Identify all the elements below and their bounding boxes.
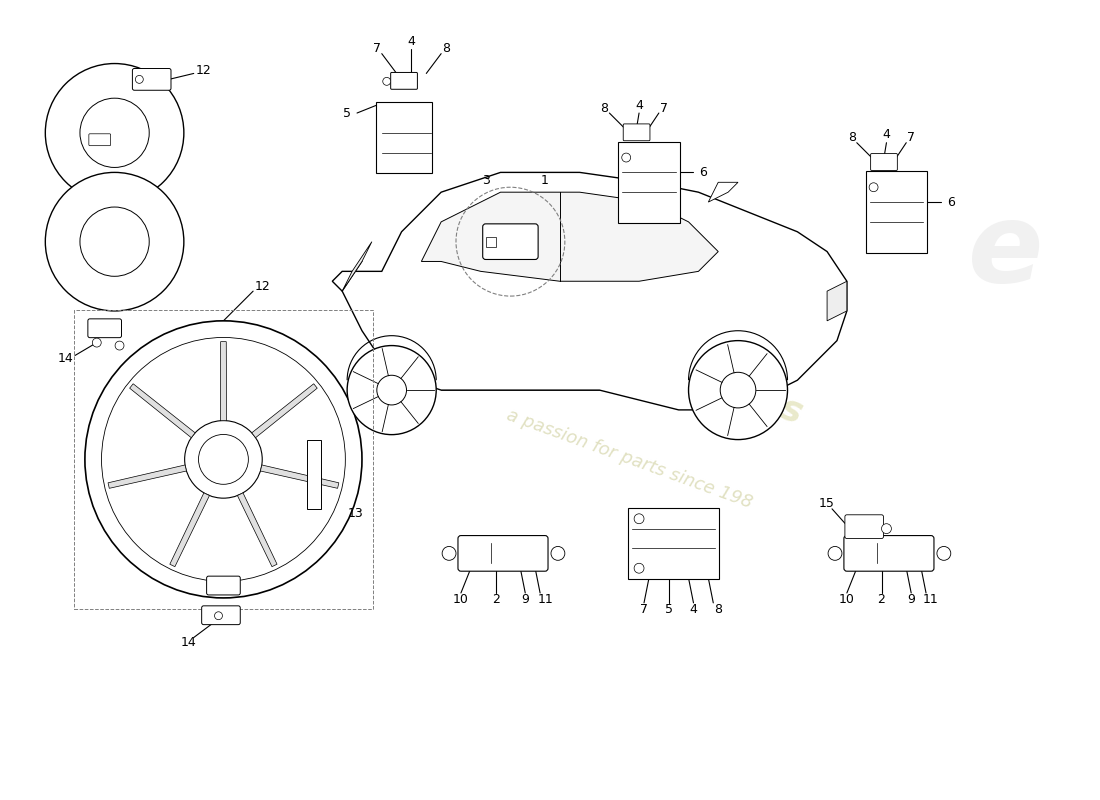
Polygon shape xyxy=(307,439,321,509)
FancyBboxPatch shape xyxy=(844,535,934,571)
Circle shape xyxy=(45,63,184,202)
Circle shape xyxy=(442,546,456,560)
Text: e: e xyxy=(968,198,1043,305)
FancyBboxPatch shape xyxy=(132,69,170,90)
Text: 8: 8 xyxy=(442,42,450,55)
Polygon shape xyxy=(421,192,718,282)
FancyBboxPatch shape xyxy=(201,606,240,625)
Circle shape xyxy=(135,75,143,83)
Polygon shape xyxy=(486,237,496,246)
Polygon shape xyxy=(708,182,738,202)
Text: 4: 4 xyxy=(407,35,416,48)
Circle shape xyxy=(551,546,564,560)
Text: 8: 8 xyxy=(848,131,856,144)
Text: 7: 7 xyxy=(640,603,648,616)
Circle shape xyxy=(937,546,950,560)
Text: 4: 4 xyxy=(690,603,697,616)
FancyBboxPatch shape xyxy=(89,134,111,146)
FancyBboxPatch shape xyxy=(870,154,898,170)
Text: 11: 11 xyxy=(923,594,939,606)
Circle shape xyxy=(185,421,262,498)
Text: 8: 8 xyxy=(601,102,608,114)
FancyBboxPatch shape xyxy=(483,224,538,259)
Text: 2: 2 xyxy=(492,594,499,606)
Circle shape xyxy=(881,524,891,534)
Polygon shape xyxy=(261,465,339,488)
FancyBboxPatch shape xyxy=(88,319,121,338)
Text: 7: 7 xyxy=(908,131,915,144)
FancyBboxPatch shape xyxy=(207,576,240,595)
Circle shape xyxy=(348,346,437,434)
Circle shape xyxy=(101,338,345,582)
Text: 12: 12 xyxy=(196,64,211,77)
FancyBboxPatch shape xyxy=(376,102,432,174)
Circle shape xyxy=(869,182,878,192)
Text: 8: 8 xyxy=(714,603,723,616)
Text: 12: 12 xyxy=(255,280,271,293)
Text: 10: 10 xyxy=(453,594,469,606)
Text: 4: 4 xyxy=(635,98,643,112)
Circle shape xyxy=(383,78,390,86)
Text: 5: 5 xyxy=(343,106,351,119)
Polygon shape xyxy=(220,342,227,421)
Polygon shape xyxy=(108,465,186,488)
Text: 6: 6 xyxy=(947,195,955,209)
Text: 14: 14 xyxy=(180,636,197,649)
Circle shape xyxy=(80,207,150,276)
Text: 7: 7 xyxy=(660,102,668,114)
Circle shape xyxy=(214,612,222,620)
FancyBboxPatch shape xyxy=(628,508,719,579)
Text: 5: 5 xyxy=(664,603,673,616)
FancyBboxPatch shape xyxy=(845,514,883,538)
FancyBboxPatch shape xyxy=(866,171,927,253)
Circle shape xyxy=(85,321,362,598)
Text: 10: 10 xyxy=(839,594,855,606)
Polygon shape xyxy=(130,384,195,438)
Circle shape xyxy=(720,372,756,408)
Text: 7: 7 xyxy=(373,42,381,55)
Text: 6: 6 xyxy=(700,166,707,179)
FancyBboxPatch shape xyxy=(618,142,680,223)
Text: a passion for parts since 198: a passion for parts since 198 xyxy=(504,406,755,512)
Polygon shape xyxy=(827,282,847,321)
Text: 14: 14 xyxy=(57,352,73,365)
Circle shape xyxy=(45,172,184,311)
Text: 15: 15 xyxy=(820,498,835,510)
Circle shape xyxy=(198,434,249,484)
Circle shape xyxy=(92,338,101,347)
Polygon shape xyxy=(332,172,847,410)
Text: 9: 9 xyxy=(908,594,915,606)
Circle shape xyxy=(689,341,788,439)
Text: eurocarparts: eurocarparts xyxy=(549,310,808,431)
FancyBboxPatch shape xyxy=(390,73,417,90)
Text: 13: 13 xyxy=(349,507,364,520)
Polygon shape xyxy=(252,384,317,438)
Text: 1: 1 xyxy=(541,174,549,187)
Polygon shape xyxy=(169,493,209,566)
Circle shape xyxy=(80,98,150,167)
Circle shape xyxy=(634,563,643,573)
Text: 11: 11 xyxy=(537,594,553,606)
FancyBboxPatch shape xyxy=(624,124,650,141)
Circle shape xyxy=(116,341,124,350)
Text: 2: 2 xyxy=(878,594,886,606)
Text: 9: 9 xyxy=(521,594,529,606)
Circle shape xyxy=(828,546,842,560)
Circle shape xyxy=(621,153,630,162)
Text: 4: 4 xyxy=(882,128,890,142)
Circle shape xyxy=(377,375,407,405)
FancyBboxPatch shape xyxy=(458,535,548,571)
Polygon shape xyxy=(342,242,372,291)
Circle shape xyxy=(634,514,643,524)
Polygon shape xyxy=(238,493,277,566)
Text: 3: 3 xyxy=(482,174,490,187)
